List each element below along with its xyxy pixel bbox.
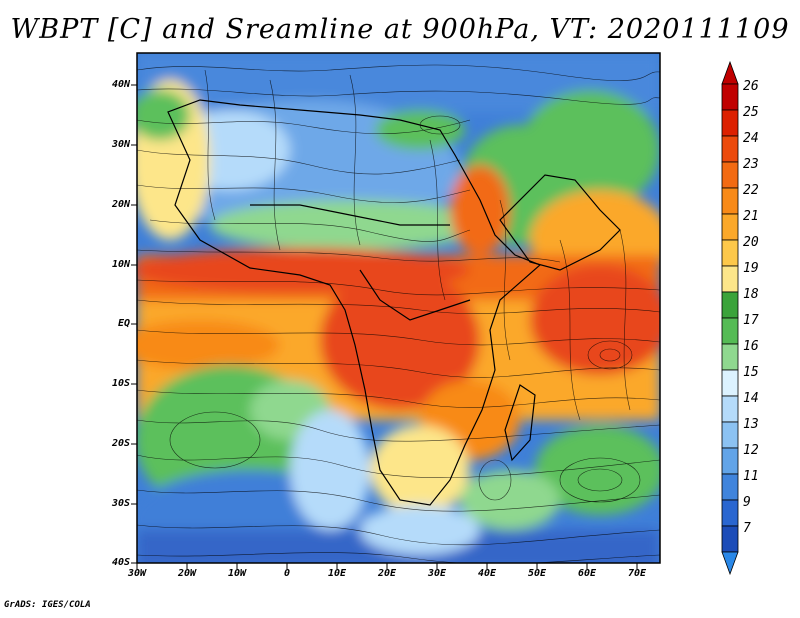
map-frame (136, 52, 661, 564)
lat-label: 30S (111, 498, 130, 509)
colorbar-label: 23 (743, 157, 759, 172)
colorbar-bottom-arrow (721, 551, 739, 576)
lon-label: 50E (527, 568, 547, 579)
colorbar-swatch (721, 161, 739, 189)
colorbar-label: 24 (743, 131, 759, 146)
colorbar-label: 15 (743, 365, 759, 380)
colorbar-swatch (721, 83, 739, 111)
colorbar-label: 26 (743, 79, 759, 94)
lat-label: 10S (111, 378, 130, 389)
lat-label: 10N (111, 259, 130, 270)
colorbar-swatch (721, 291, 739, 319)
colorbar-swatch (721, 187, 739, 215)
lon-label: 60E (577, 568, 597, 579)
lat-label: 40S (111, 557, 130, 568)
colorbar-label: 21 (743, 209, 759, 224)
lon-ticks (136, 563, 638, 569)
colorbar-swatch (721, 421, 739, 449)
colorbar-label: 13 (743, 417, 759, 432)
colorbar (721, 60, 739, 576)
colorbar-label: 12 (743, 443, 759, 458)
colorbar-label: 16 (743, 339, 759, 354)
colorbar-label: 18 (743, 287, 759, 302)
lon-label: 0 (283, 568, 291, 579)
lat-label: 40N (111, 79, 130, 90)
colorbar-swatch (721, 239, 739, 267)
colorbar-swatch (721, 499, 739, 527)
lon-label: 10E (327, 568, 347, 579)
colorbar-label: 19 (743, 261, 759, 276)
colorbar-label: 22 (743, 183, 759, 198)
colorbar-swatch (721, 473, 739, 501)
lon-label: 40E (477, 568, 497, 579)
coastlines (167, 99, 621, 506)
colorbar-swatch (721, 213, 739, 241)
colorbar-swatch (721, 447, 739, 475)
lon-label: 70E (627, 568, 647, 579)
colorbar-label: 7 (743, 521, 751, 536)
colorbar-swatch (721, 317, 739, 345)
map-title: WBPT [C] and Sreamline at 900hPa, VT: 20… (10, 14, 790, 45)
colorbar-swatch (721, 343, 739, 371)
wbpt-field (137, 53, 660, 563)
lat-ticks (131, 84, 137, 564)
colorbar-swatch (721, 265, 739, 293)
colorbar-label: 11 (743, 469, 759, 484)
lon-label: 30W (127, 568, 147, 579)
colorbar-label: 14 (743, 391, 759, 406)
lat-label: 20S (111, 438, 130, 449)
colorbar-swatch (721, 135, 739, 163)
colorbar-swatch (721, 395, 739, 423)
lat-label: 20N (111, 199, 130, 210)
lon-label: 20E (377, 568, 397, 579)
lat-label: EQ (117, 318, 130, 329)
lon-label: 20W (177, 568, 197, 579)
colorbar-swatch (721, 109, 739, 137)
colorbar-label: 17 (743, 313, 759, 328)
colorbar-label: 9 (743, 495, 751, 510)
colorbar-swatch (721, 369, 739, 397)
colorbar-swatch (721, 525, 739, 553)
streamlines (137, 64, 660, 563)
colorbar-top-arrow (721, 60, 739, 85)
lat-label: 30N (111, 139, 130, 150)
colorbar-label: 25 (743, 105, 759, 120)
lon-label: 30E (427, 568, 447, 579)
colorbar-label: 20 (743, 235, 759, 250)
lon-label: 10W (227, 568, 247, 579)
credit-text: GrADS: IGES/COLA (4, 600, 91, 610)
